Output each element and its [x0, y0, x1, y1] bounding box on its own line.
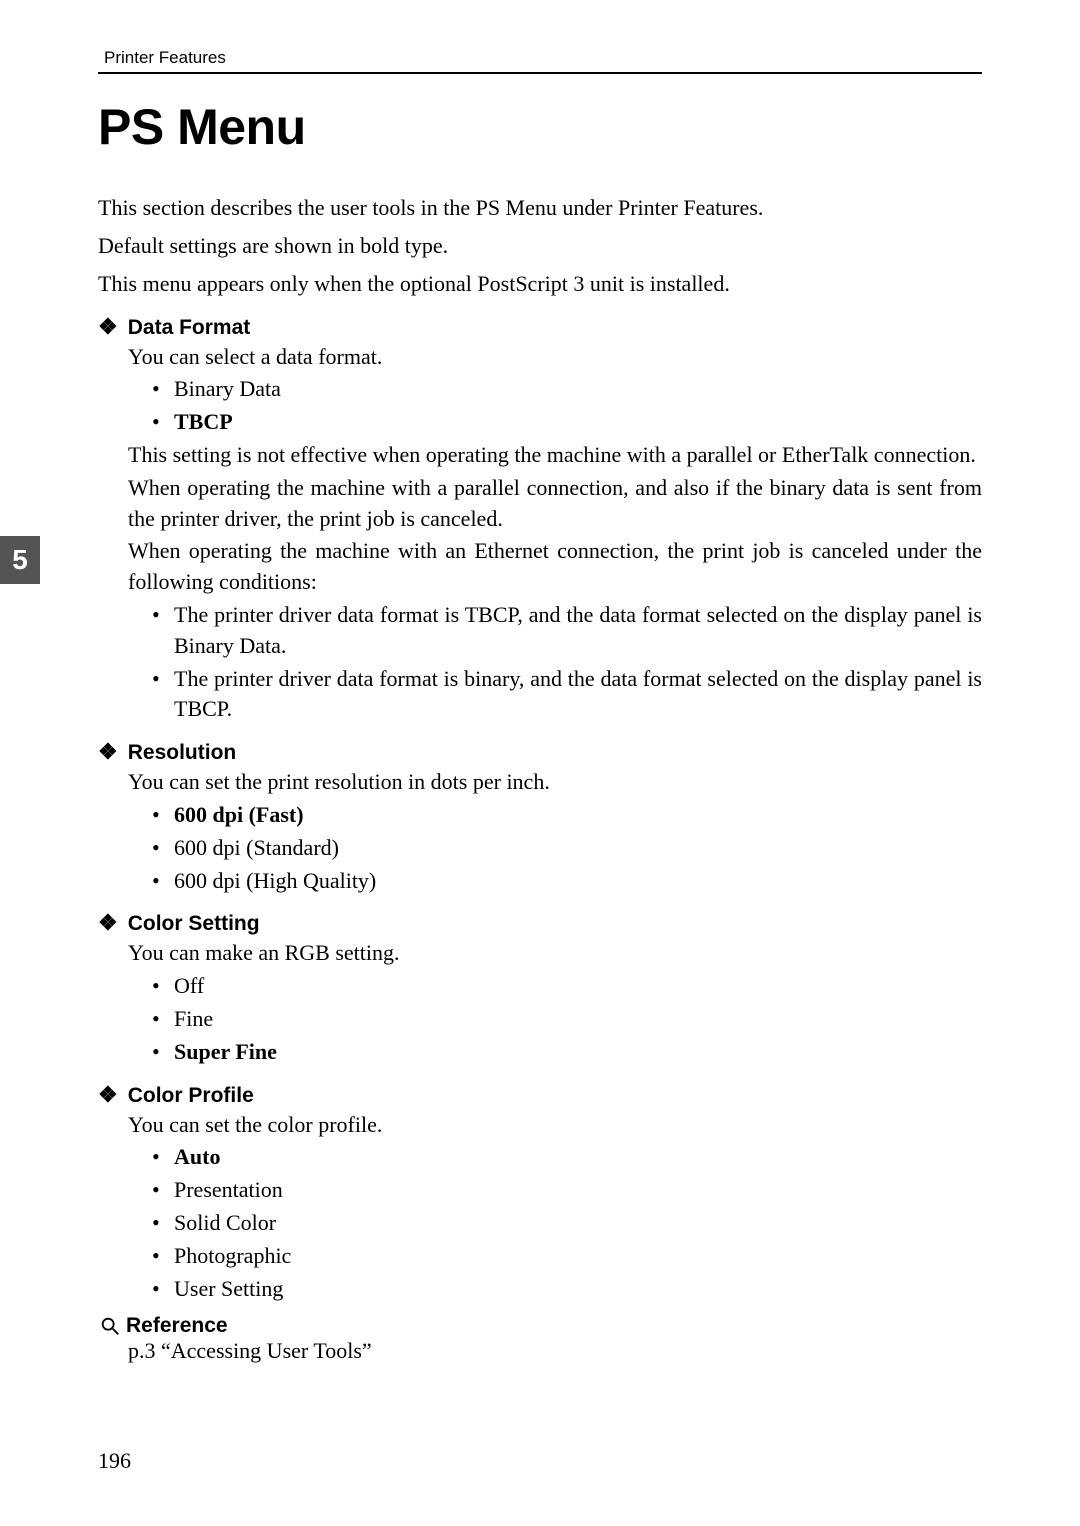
section-heading-text: Data Format: [128, 316, 251, 340]
page-title: PS Menu: [98, 98, 982, 156]
list-text: Photographic: [174, 1243, 291, 1268]
list-text: Fine: [174, 1006, 213, 1031]
magnifier-icon: [98, 1314, 122, 1338]
list-item: Super Fine: [152, 1037, 982, 1068]
list-text: Presentation: [174, 1177, 283, 1202]
section-heading: ❖ Data Format: [98, 316, 982, 340]
list-item: Photographic: [152, 1241, 982, 1272]
bullet-list: The printer driver data format is TBCP, …: [152, 600, 982, 725]
list-text: 600 dpi (High Quality): [174, 868, 376, 893]
list-item: User Setting: [152, 1274, 982, 1305]
list-text: User Setting: [174, 1276, 283, 1301]
section-heading-text: Color Setting: [128, 912, 260, 936]
section-body: You can make an RGB setting. Off Fine Su…: [128, 938, 982, 1067]
intro-line: This menu appears only when the optional…: [98, 268, 982, 300]
page-number: 196: [98, 1448, 131, 1474]
list-item: Solid Color: [152, 1208, 982, 1239]
list-text: 600 dpi (Standard): [174, 835, 339, 860]
section-para: This setting is not effective when opera…: [128, 440, 982, 471]
section-color-setting: ❖ Color Setting You can make an RGB sett…: [98, 912, 982, 1067]
section-para: When operating the machine with a parall…: [128, 473, 982, 535]
section-desc: You can select a data format.: [128, 342, 982, 373]
list-item: 600 dpi (High Quality): [152, 866, 982, 897]
section-heading: ❖ Color Profile: [98, 1084, 982, 1108]
section-data-format: ❖ Data Format You can select a data form…: [98, 316, 982, 726]
diamond-icon: ❖: [98, 1084, 118, 1106]
list-item: 600 dpi (Standard): [152, 833, 982, 864]
list-text: 600 dpi (Fast): [174, 802, 304, 827]
page-body: Printer Features PS Menu This section de…: [0, 0, 1080, 1364]
list-text: Solid Color: [174, 1210, 276, 1235]
intro-line: Default settings are shown in bold type.: [98, 230, 982, 262]
bullet-list: Binary Data TBCP: [152, 374, 982, 438]
section-desc: You can make an RGB setting.: [128, 938, 982, 969]
reference-body: p.3 “Accessing User Tools”: [128, 1338, 982, 1364]
list-item: The printer driver data format is TBCP, …: [152, 600, 982, 662]
list-text: The printer driver data format is binary…: [174, 666, 982, 722]
section-body: You can set the print resolution in dots…: [128, 767, 982, 896]
section-resolution: ❖ Resolution You can set the print resol…: [98, 741, 982, 896]
list-item: Binary Data: [152, 374, 982, 405]
reference-heading-text: Reference: [126, 1314, 228, 1338]
running-header: Printer Features: [104, 48, 982, 68]
section-heading: ❖ Resolution: [98, 741, 982, 765]
side-tab: 5: [0, 536, 40, 584]
list-item: Off: [152, 971, 982, 1002]
section-heading-text: Resolution: [128, 741, 237, 765]
reference-text: p.3 “Accessing User Tools”: [128, 1338, 372, 1363]
reference-heading: Reference: [98, 1314, 982, 1338]
section-heading-text: Color Profile: [128, 1084, 254, 1108]
list-item: Auto: [152, 1142, 982, 1173]
section-heading: ❖ Color Setting: [98, 912, 982, 936]
diamond-icon: ❖: [98, 316, 118, 338]
intro-line: This section describes the user tools in…: [98, 192, 982, 224]
list-text: Off: [174, 973, 204, 998]
section-desc: You can set the color profile.: [128, 1110, 982, 1141]
section-desc: You can set the print resolution in dots…: [128, 767, 982, 798]
section-body: You can set the color profile. Auto Pres…: [128, 1110, 982, 1305]
list-item: 600 dpi (Fast): [152, 800, 982, 831]
diamond-icon: ❖: [98, 912, 118, 934]
list-text: TBCP: [174, 409, 233, 434]
bullet-list: Off Fine Super Fine: [152, 971, 982, 1067]
section-body: You can select a data format. Binary Dat…: [128, 342, 982, 726]
section-para: When operating the machine with an Ether…: [128, 536, 982, 598]
list-item: The printer driver data format is binary…: [152, 664, 982, 726]
list-text: Auto: [174, 1144, 220, 1169]
list-item: TBCP: [152, 407, 982, 438]
section-color-profile: ❖ Color Profile You can set the color pr…: [98, 1084, 982, 1305]
bullet-list: 600 dpi (Fast) 600 dpi (Standard) 600 dp…: [152, 800, 982, 896]
list-item: Fine: [152, 1004, 982, 1035]
header-rule: [98, 72, 982, 74]
list-text: The printer driver data format is TBCP, …: [174, 602, 982, 658]
list-item: Presentation: [152, 1175, 982, 1206]
list-text: Binary Data: [174, 376, 281, 401]
bullet-list: Auto Presentation Solid Color Photograph…: [152, 1142, 982, 1304]
diamond-icon: ❖: [98, 741, 118, 763]
intro-block: This section describes the user tools in…: [98, 192, 982, 300]
list-text: Super Fine: [174, 1039, 277, 1064]
